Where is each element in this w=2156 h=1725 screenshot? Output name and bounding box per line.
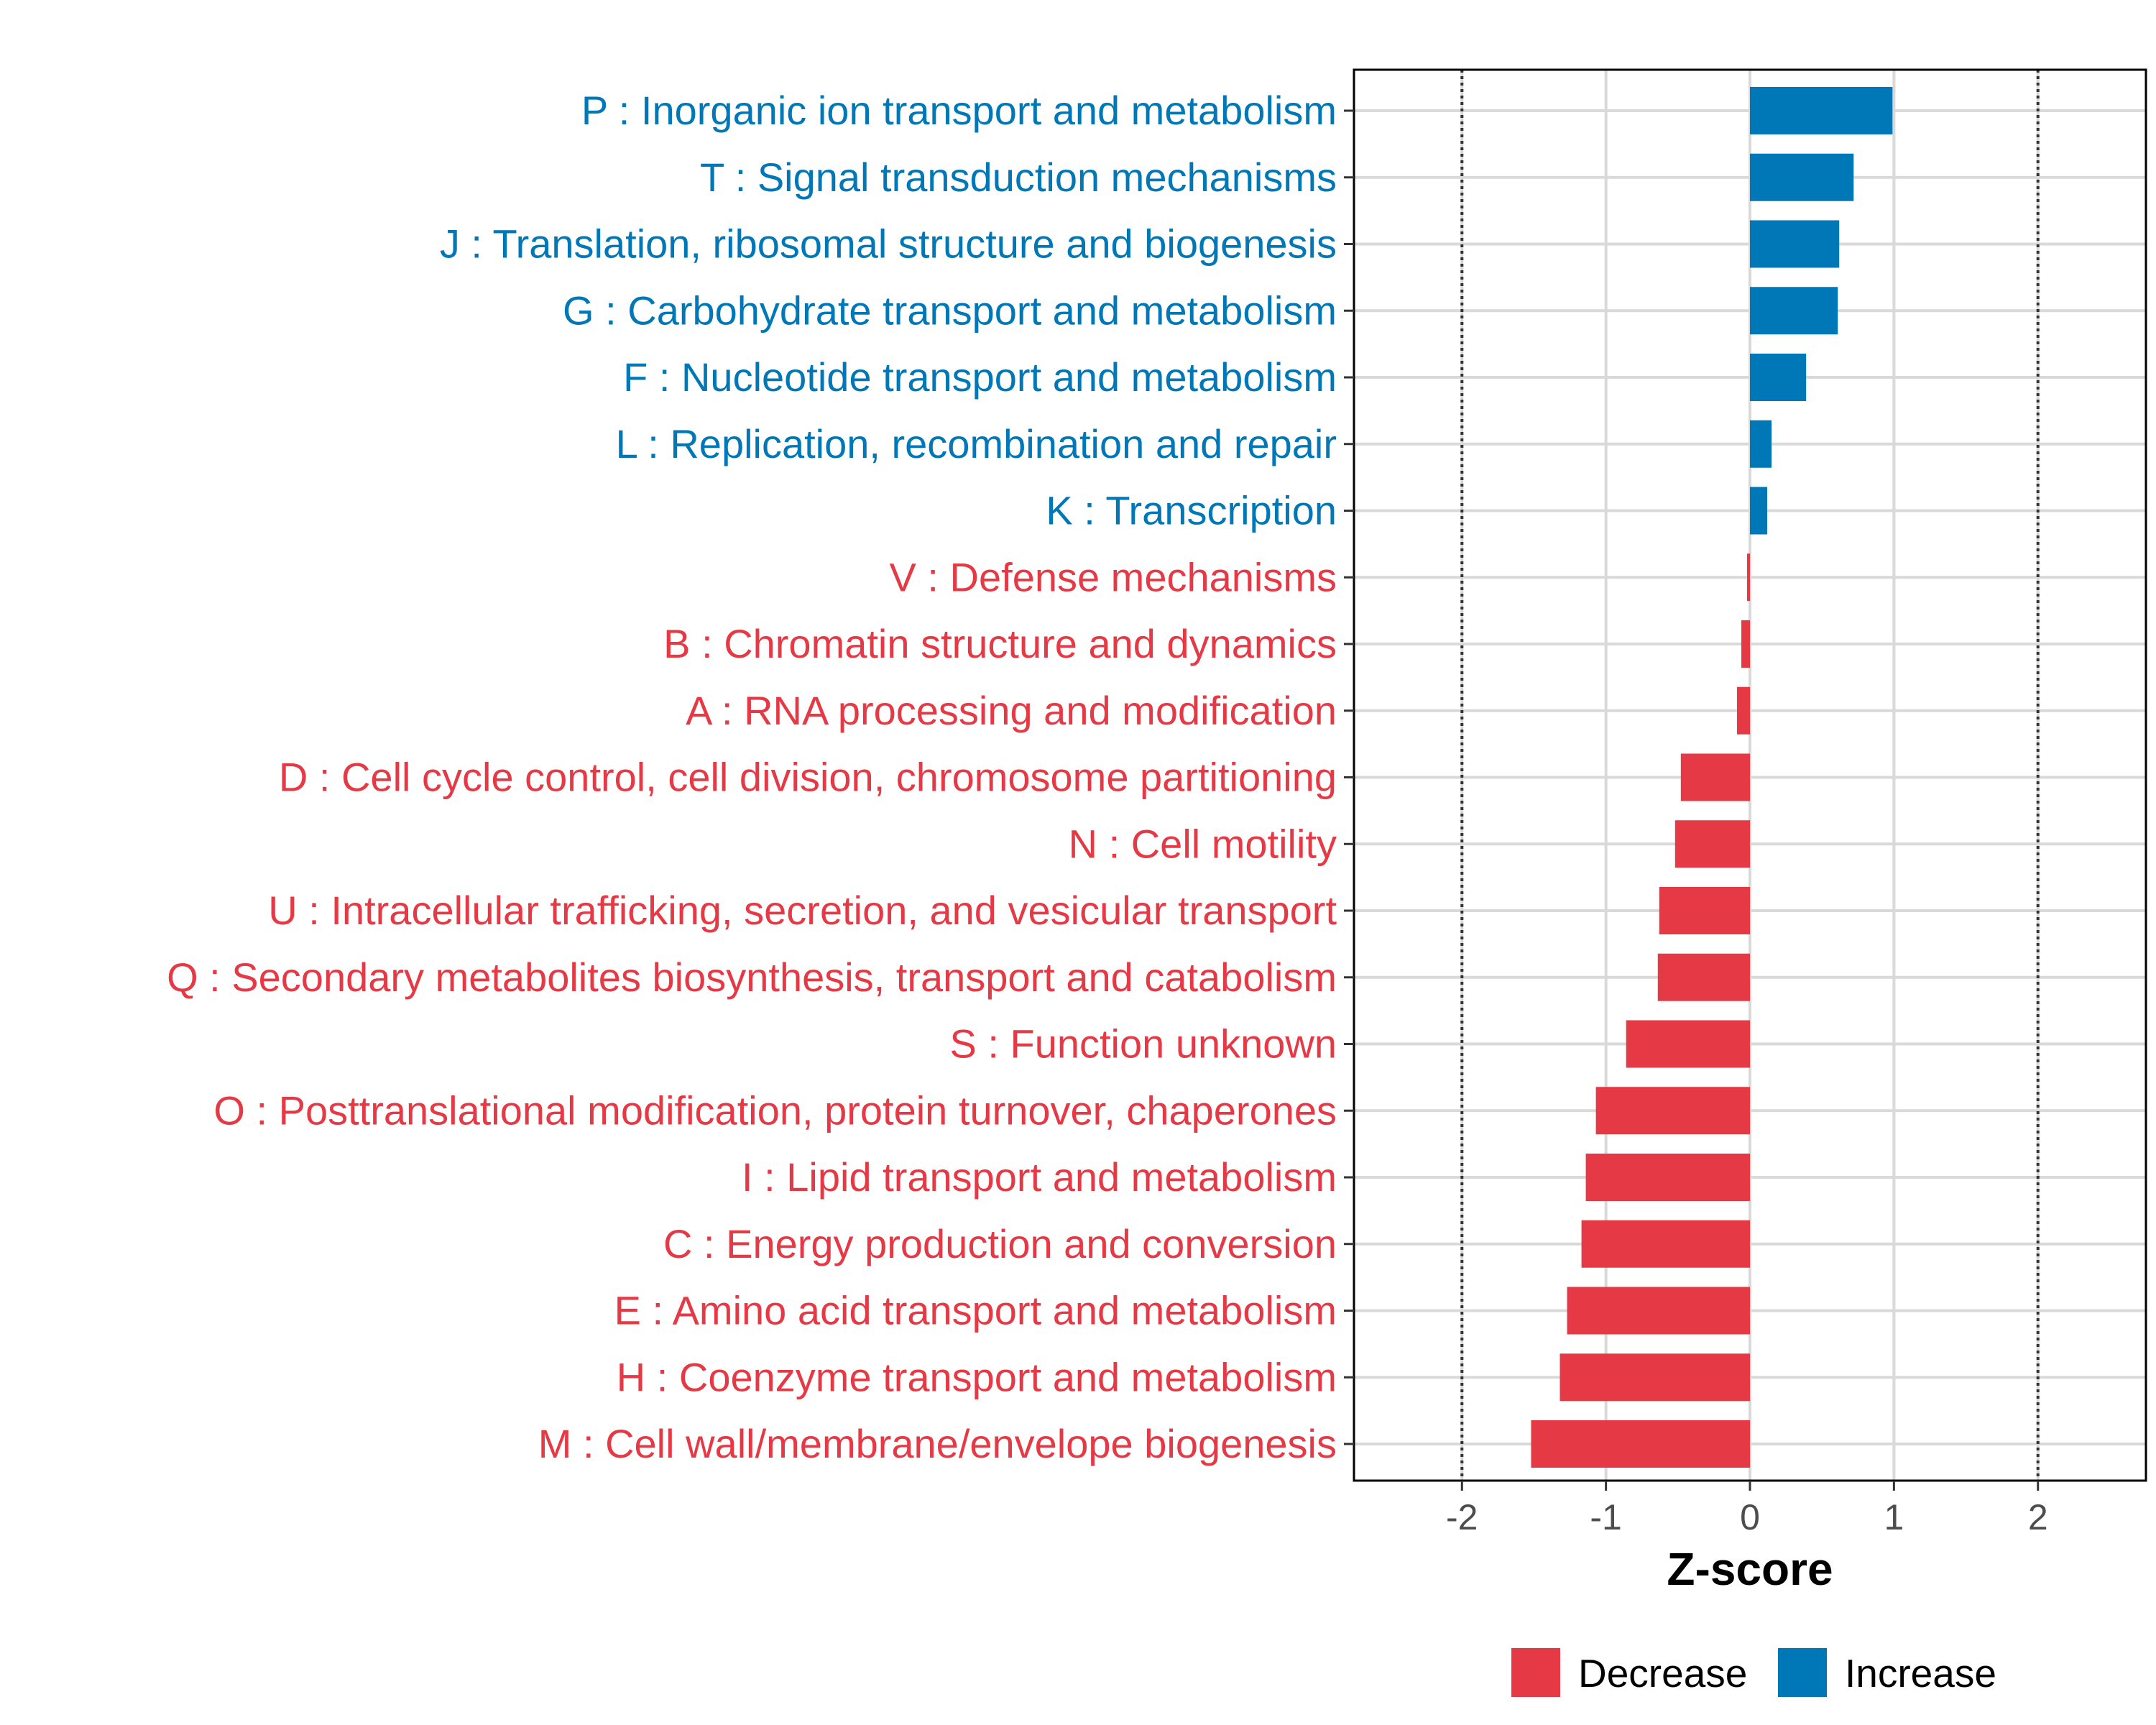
reference-lines [1460,70,2040,1481]
category-label: P : Inorganic ion transport and metaboli… [581,88,1337,133]
bar [1750,153,1854,201]
category-label: J : Translation, ribosomal structure and… [440,221,1337,267]
legend: Decrease Increase [1511,1648,1996,1697]
bar [1741,620,1750,668]
bar [1595,1087,1750,1135]
x-tick-label: 2 [2028,1497,2048,1537]
category-label: F : Nucleotide transport and metabolism [623,354,1337,400]
legend-swatch [1511,1648,1560,1697]
category-label: O : Posttranslational modification, prot… [213,1087,1337,1133]
bar [1585,1154,1750,1201]
x-axis: -2 -1 0 1 2 [1446,1481,2048,1537]
category-label: E : Amino acid transport and metabolism [614,1288,1337,1333]
bar [1750,420,1772,468]
category-label: C : Energy production and conversion [663,1221,1337,1266]
legend-swatch [1778,1648,1827,1697]
bar [1750,354,1807,401]
category-label: M : Cell wall/membrane/envelope biogenes… [538,1421,1337,1466]
bar [1560,1353,1750,1402]
x-tick-label: 0 [1740,1497,1760,1537]
x-tick-label: -1 [1590,1497,1621,1537]
bar [1626,1020,1750,1068]
x-tick-label: 1 [1884,1497,1904,1537]
category-label: A : RNA processing and modification [686,688,1337,733]
x-tick-label: -2 [1446,1497,1478,1537]
legend-label: Decrease [1578,1651,1747,1696]
category-label: T : Signal transduction mechanisms [700,155,1337,200]
bar [1736,686,1750,735]
category-label: B : Chromatin structure and dynamics [663,621,1337,666]
bar [1581,1220,1750,1268]
x-axis-title: Z-score [1667,1543,1833,1595]
category-label: D : Cell cycle control, cell division, c… [279,755,1337,800]
category-label: H : Coenzyme transport and metabolism [617,1354,1337,1399]
bar [1750,487,1768,535]
bar [1680,753,1750,801]
y-axis: P : Inorganic ion transport and metaboli… [167,88,1354,1466]
category-label: V : Defense mechanisms [890,554,1337,599]
category-label: N : Cell motility [1069,821,1337,866]
bar [1659,887,1750,934]
category-label: S : Function unknown [949,1021,1337,1067]
bar [1746,553,1750,602]
bar [1750,220,1840,268]
bar [1750,87,1893,134]
category-label: K : Transcription [1046,488,1337,533]
category-label: U : Intracellular trafficking, secretion… [268,888,1337,933]
bar [1674,820,1750,868]
legend-label: Increase [1845,1651,1996,1696]
bar [1531,1420,1750,1468]
category-label: L : Replication, recombination and repai… [616,421,1337,466]
category-label: I : Lipid transport and metabolism [742,1154,1337,1200]
category-label: G : Carbohydrate transport and metabolis… [563,288,1337,333]
bar [1567,1287,1750,1335]
category-label: Q : Secondary metabolites biosynthesis, … [167,954,1337,1000]
bars [1531,87,1893,1468]
bar [1750,287,1838,335]
bar [1657,953,1750,1001]
